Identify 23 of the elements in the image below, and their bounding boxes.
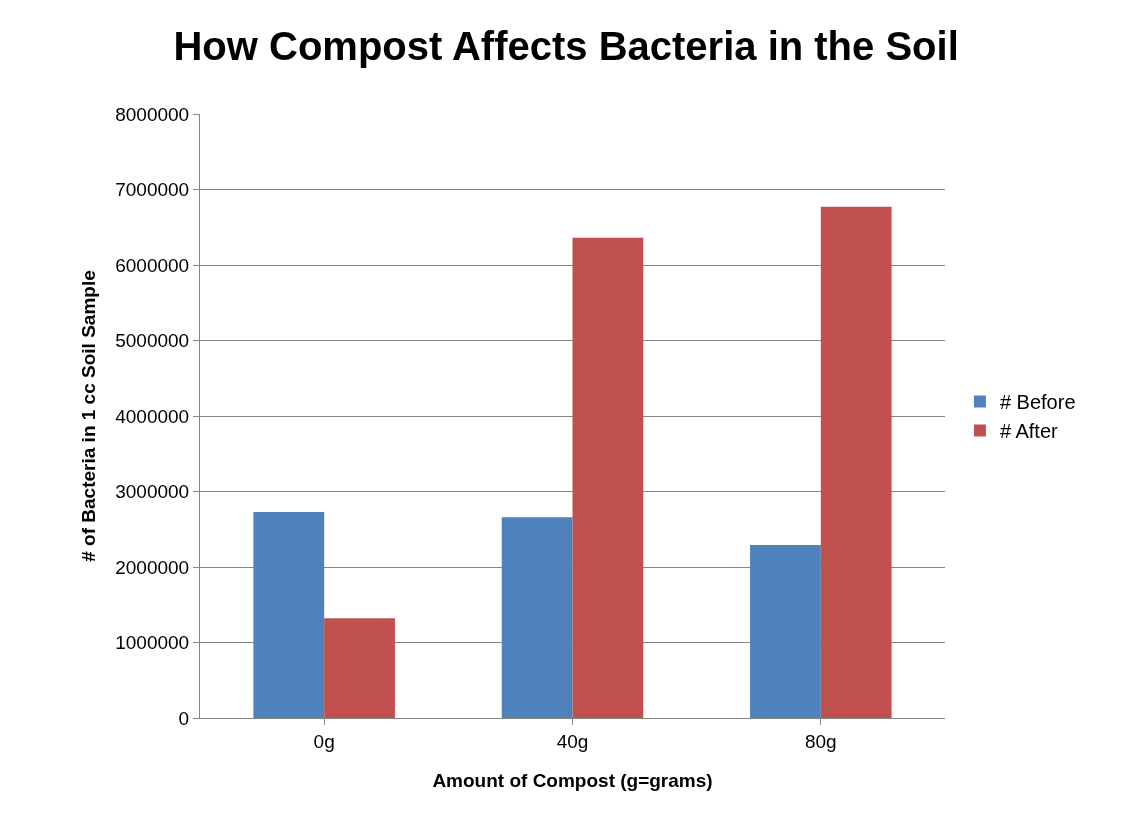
bar [750, 545, 821, 718]
chart-title: How Compost Affects Bacteria in the Soil [173, 24, 959, 69]
x-tick-label: 40g [556, 730, 589, 752]
y-tick-label: 3000000 [115, 481, 190, 503]
bar [501, 517, 573, 718]
bar [253, 511, 325, 718]
y-tick-label: 2000000 [115, 556, 190, 578]
x-axis-title: Amount of Compost (g=grams) [432, 769, 713, 791]
y-tick-label: 1000000 [115, 632, 190, 654]
legend-label: # Before [999, 391, 1076, 414]
y-tick-label: 8000000 [115, 103, 190, 125]
y-tick-label: 4000000 [115, 405, 190, 427]
y-axis-title: # of Bacteria in 1 cc Soil Sample [78, 270, 100, 562]
bar [572, 237, 644, 718]
x-tick-label: 80g [804, 730, 837, 752]
y-tick-label: 7000000 [115, 179, 190, 201]
y-tick-label: 0 [178, 707, 190, 729]
bar [820, 206, 892, 718]
x-tick-label: 0g [313, 730, 335, 752]
bar [324, 618, 395, 718]
y-tick-label: 5000000 [115, 330, 190, 352]
legend-label: # After [999, 420, 1059, 443]
y-tick-label: 6000000 [115, 254, 190, 276]
